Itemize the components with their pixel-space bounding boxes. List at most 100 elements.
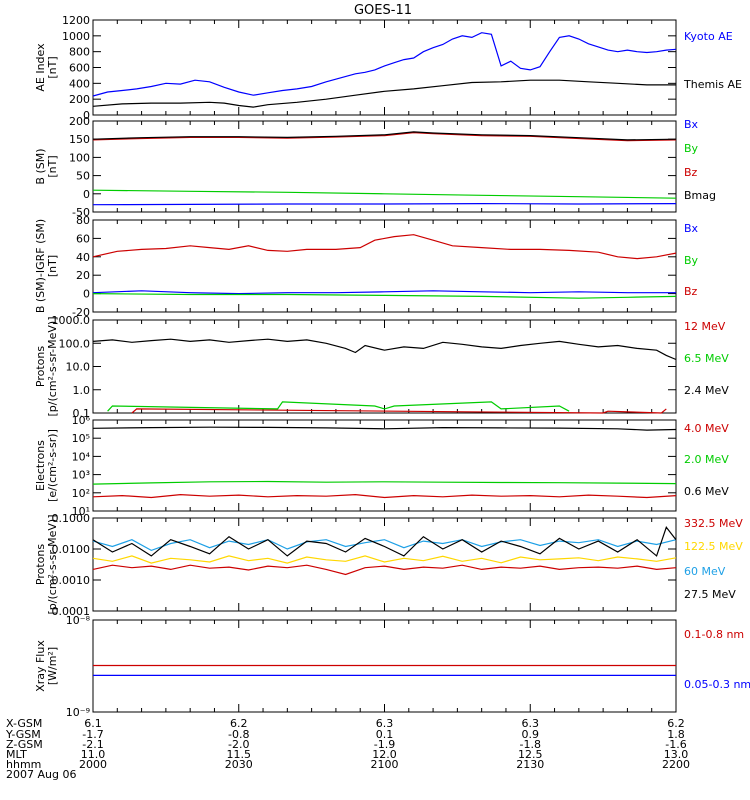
y-tick-label: 800: [69, 46, 90, 59]
y-tick-label: 1000: [62, 30, 90, 43]
orbit-cell: 12.5: [518, 748, 543, 761]
series-line-2-4-mev: [92, 338, 677, 361]
panel-protons_low: 0.1 1.0 10.0 100.0 1000.0 Protons [p/(cm²-s-sr…: [34, 314, 729, 420]
orbit-cell: 6.2: [230, 717, 248, 730]
panel-frame: [92, 19, 677, 116]
y-tick-label: 200: [69, 93, 90, 106]
series-line-bx: [92, 203, 677, 206]
y-tick-label: 1.0: [73, 384, 91, 397]
y-tick-label: 10²: [72, 487, 90, 500]
y-tick-label: 40: [76, 251, 90, 264]
y-axis-label: [p/(cm²-s-sr-MeV)]: [46, 317, 59, 417]
orbit-row-label: MLT: [6, 748, 27, 761]
orbit-cell: 11.0: [81, 748, 106, 761]
y-tick-label: 0.0100: [52, 543, 91, 556]
y-tick-label: 10⁻⁹: [66, 706, 90, 719]
series-line-332-5-mev: [92, 564, 677, 576]
legend-entry: Bz: [684, 285, 698, 298]
y-tick-label: -50: [72, 206, 90, 219]
orbit-table: X-GSMY-GSMZ-GSMMLThhmm6.1-1.7-2.111.0200…: [5, 717, 690, 781]
y-tick-label: 600: [69, 62, 90, 75]
series-line-2-0-mev: [92, 480, 677, 485]
y-tick-label: 0.1000: [52, 512, 91, 525]
panel-b_sm: -50 0 50 100 150 200 B (SM) [nT] Bx By Bz Bmag: [34, 115, 716, 219]
legend-entry: Bx: [684, 118, 699, 131]
series-line-60-mev: [92, 539, 677, 552]
orbit-cell: -1.8: [520, 738, 541, 751]
y-tick-label: 0.0010: [52, 574, 91, 587]
series-line-bz: [92, 131, 677, 142]
panel-electrons: 10¹ 10² 10³ 10⁴ 10⁵ 10⁶ Electrons [e/(cm²-s-sr)…: [34, 414, 729, 518]
orbit-cell: 11.5: [227, 748, 252, 761]
orbit-row-label: hhmm: [6, 758, 41, 771]
orbit-cell: -0.8: [228, 728, 249, 741]
y-axis-label: Xray Flux: [34, 640, 47, 692]
legend-entry: 27.5 MeV: [684, 588, 736, 601]
series-line-bz: [92, 234, 677, 260]
y-tick-label: 0: [83, 288, 90, 301]
y-axis-label: [e/(cm²-s-sr)]: [46, 429, 59, 502]
orbit-cell: 2030: [225, 758, 253, 771]
legend-entry: Bz: [684, 166, 698, 179]
orbit-cell: -2.0: [228, 738, 249, 751]
legend-entry: 60 MeV: [684, 565, 726, 578]
y-tick-label: 50: [76, 170, 90, 183]
y-tick-label: 10⁻⁸: [66, 614, 91, 627]
legend-entry: Kyoto AE: [684, 30, 733, 43]
legend-entry: 2.4 MeV: [684, 384, 729, 397]
y-tick-label: -20: [72, 306, 90, 319]
y-tick-label: 0: [83, 188, 90, 201]
series-line-bmag: [92, 131, 677, 141]
y-tick-label: 1200: [62, 14, 90, 27]
y-axis-label: [nT]: [46, 155, 59, 177]
orbit-cell: -1.7: [82, 728, 103, 741]
y-tick-label: 10⁵: [72, 432, 90, 445]
plot-title: GOES-11: [354, 3, 412, 18]
y-axis-label: [nT]: [46, 255, 59, 277]
legend-entry: 0.05-0.3 nm: [684, 678, 750, 691]
series-line-12-mev: [131, 408, 667, 414]
legend-entry: By: [684, 254, 699, 267]
panel-protons_high: 0.0001 0.0010 0.0100 0.1000 Protons [p/(cm²-s…: [34, 512, 743, 618]
y-tick-label: 0.0001: [52, 605, 91, 618]
y-tick-label: 10³: [72, 469, 90, 482]
y-tick-label: 200: [69, 115, 90, 128]
panel-ae: 0 200 400 600 800 1000 1200 AE Index [nT] Kyoto A…: [34, 14, 742, 122]
y-axis-label: [W/m²]: [46, 647, 59, 685]
y-tick-label: 10.0: [66, 361, 91, 374]
series-line-122-5-mev: [92, 555, 677, 564]
orbit-cell: 0.1: [376, 728, 394, 741]
y-tick-label: 20: [76, 269, 90, 282]
panel-xray: 10⁻⁹ 10⁻⁸ Xray Flux [W/m²] 0.1-0.8 nm 0.05-0.…: [34, 614, 750, 719]
y-tick-label: 10⁴: [72, 450, 91, 463]
series-line-themis-ae: [92, 79, 676, 108]
orbit-row-label: Z-GSM: [6, 738, 43, 751]
orbit-cell: 13.0: [664, 748, 689, 761]
legend-entry: Bx: [684, 222, 699, 235]
orbit-cell: 1.8: [667, 728, 685, 741]
y-tick-label: 1000.0: [52, 314, 91, 327]
legend-entry: 6.5 MeV: [684, 352, 729, 365]
series-line-bx: [92, 290, 676, 295]
legend-entry: 0.6 MeV: [684, 485, 729, 498]
y-axis-label: B (SM)-IGRF (SM): [34, 219, 47, 313]
y-tick-label: 80: [76, 214, 90, 227]
legend-entry: 332.5 MeV: [684, 517, 743, 530]
series-line-kyoto-ae: [92, 32, 677, 97]
y-axis-label: AE Index: [34, 43, 47, 92]
legend-entry: Themis AE: [683, 78, 742, 91]
legend-entry: 2.0 MeV: [684, 453, 729, 466]
legend-entry: Bmag: [684, 189, 716, 202]
orbit-cell: 2000: [79, 758, 107, 771]
orbit-cell: 6.3: [376, 717, 394, 730]
legend-entry: 4.0 MeV: [684, 422, 729, 435]
series-line-by: [92, 293, 677, 299]
legend-entry: 12 MeV: [684, 320, 726, 333]
y-axis-label: Electrons: [34, 440, 47, 491]
panel-frame: [92, 319, 677, 414]
y-tick-label: 400: [69, 77, 90, 90]
y-axis-label: [p/(cm²-s-sr-MeV)]: [46, 515, 59, 615]
y-axis-label: Protons: [34, 346, 47, 387]
